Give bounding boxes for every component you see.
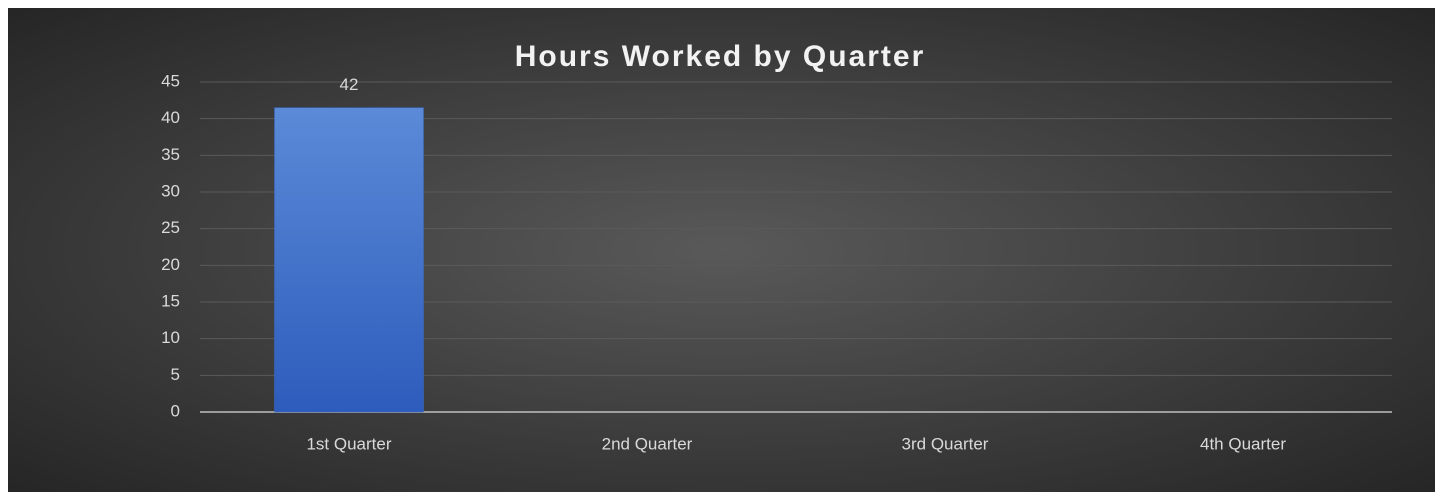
data-label: 42 <box>340 75 359 94</box>
y-tick-label: 45 <box>161 71 180 90</box>
x-tick-label: 4th Quarter <box>1200 434 1286 453</box>
chart-background <box>8 8 1435 492</box>
y-tick-label: 30 <box>161 181 180 200</box>
x-tick-label: 2nd Quarter <box>602 434 693 453</box>
y-tick-label: 20 <box>161 255 180 274</box>
bar <box>274 107 424 413</box>
chart-title: Hours Worked by Quarter <box>515 40 926 73</box>
x-tick-label: 3rd Quarter <box>902 434 989 453</box>
y-tick-label: 35 <box>161 145 180 164</box>
y-tick-label: 10 <box>161 328 180 347</box>
y-tick-label: 5 <box>171 365 180 384</box>
y-tick-label: 15 <box>161 291 180 310</box>
x-tick-label: 1st Quarter <box>306 434 391 453</box>
y-tick-label: 0 <box>171 401 180 420</box>
y-tick-label: 40 <box>161 108 180 127</box>
y-tick-label: 25 <box>161 218 180 237</box>
